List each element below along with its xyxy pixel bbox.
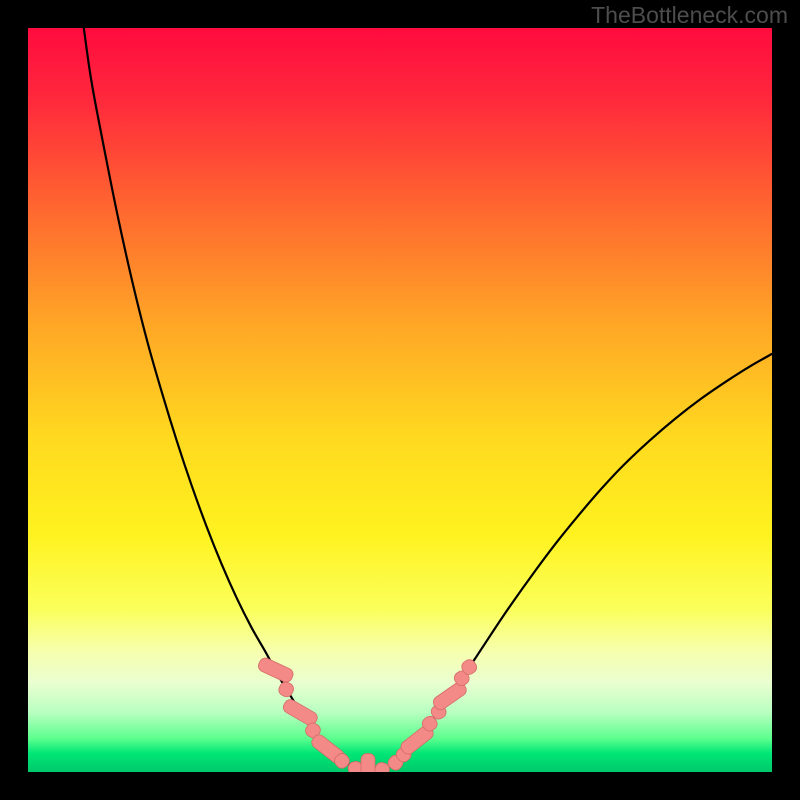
chart-overlay — [0, 0, 800, 800]
plot-area — [84, 28, 772, 789]
chart-root: TheBottleneck.com — [0, 0, 800, 800]
marker-left-1 — [277, 680, 296, 699]
marker-left-0 — [256, 656, 295, 684]
marker-bottom-1 — [361, 753, 375, 789]
left-curve — [84, 28, 367, 771]
right-curve — [367, 354, 772, 772]
markers-group — [256, 656, 478, 789]
watermark-text: TheBottleneck.com — [591, 2, 788, 29]
